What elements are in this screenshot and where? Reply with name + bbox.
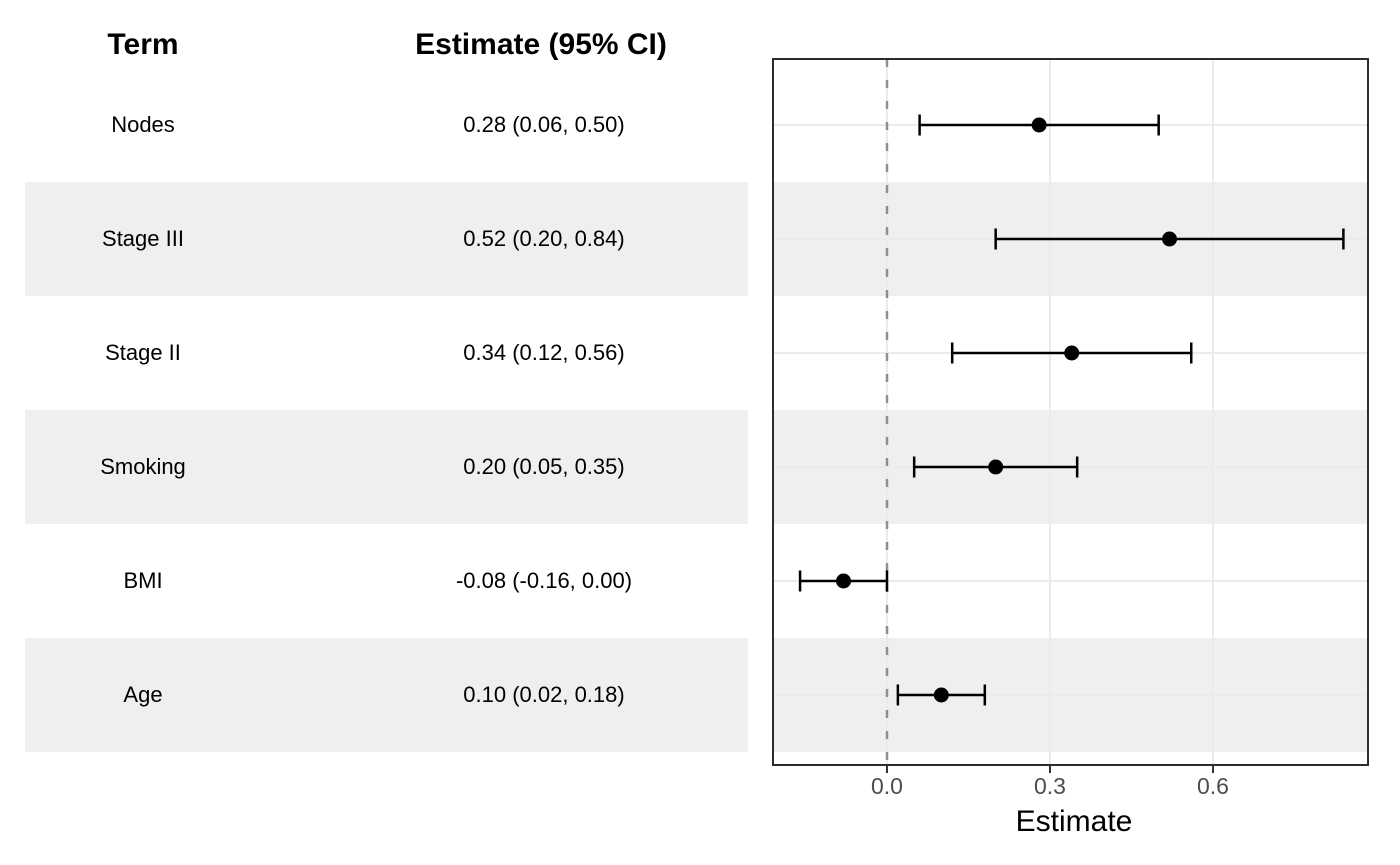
term-cell: Nodes [111,112,175,137]
estimate-point [933,687,949,703]
x-axis-title: Estimate [1016,805,1133,838]
estimate-point [1162,231,1178,247]
table-zebra-band [25,410,748,524]
x-axis-group: 0.0 0.3 0.6 [871,766,1229,799]
x-axis-tick-label: 0.3 [1034,773,1066,799]
term-cell: Stage III [102,226,184,251]
term-cell: BMI [123,568,163,593]
panel-frame-group [772,58,1369,766]
estimate-ci-cell: 0.34 (0.12, 0.56) [463,340,625,365]
term-cell: Age [123,682,163,707]
estimate-ci-cell: 0.10 (0.02, 0.18) [463,682,625,707]
x-axis-tick-label: 0.0 [871,773,903,799]
estimate-point [836,573,852,589]
x-axis-tick-label: 0.6 [1197,773,1229,799]
estimate-ci-cell: 0.28 (0.06, 0.50) [463,112,625,137]
estimate-ci-cell: 0.52 (0.20, 0.84) [463,226,625,251]
term-cell: Stage II [105,340,181,365]
estimate-point [1031,117,1047,133]
ci-errorbar-row [994,228,1345,250]
ci-errorbars-group [798,114,1345,706]
estimate-column-header: Estimate (95% CI) [415,28,667,61]
ci-errorbar-row [896,684,987,706]
term-cell: Smoking [100,454,186,479]
term-column-header: Term [107,28,179,61]
panel-border [772,58,1369,766]
ci-errorbar-row [918,114,1160,136]
estimate-point [1064,345,1080,361]
table-zebra-band [25,182,748,296]
ci-errorbar-row [798,570,889,592]
estimate-ci-cell: -0.08 (-0.16, 0.00) [455,568,633,593]
ci-errorbar-row [912,456,1079,478]
estimate-point [988,459,1004,475]
table-zebra-band [25,638,748,752]
estimate-ci-cell: 0.20 (0.05, 0.35) [463,454,625,479]
ci-errorbar-row [950,342,1193,364]
